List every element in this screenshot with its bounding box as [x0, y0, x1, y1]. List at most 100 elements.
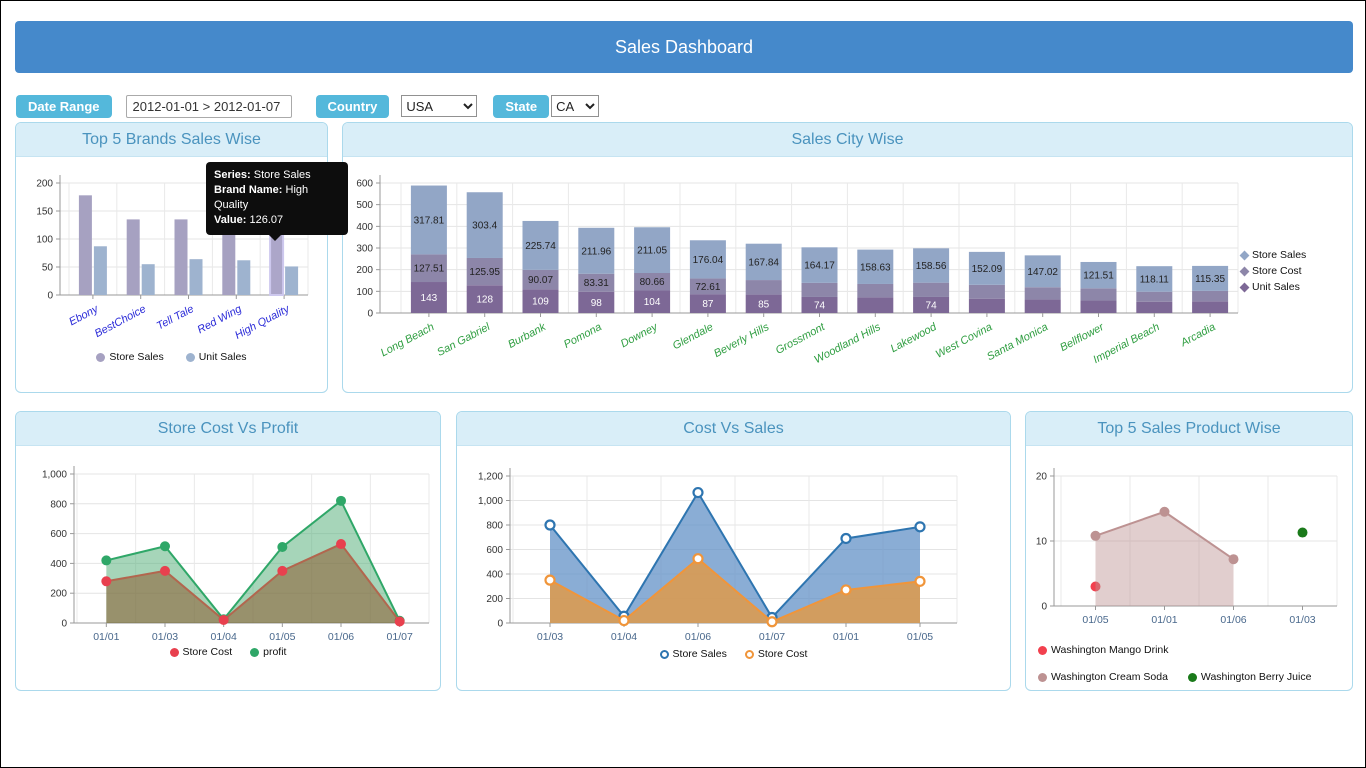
svg-text:Beverly Hills: Beverly Hills: [712, 321, 772, 360]
country-button[interactable]: Country: [316, 95, 390, 118]
cities-legend: Store SalesStore CostUnit Sales: [1241, 245, 1306, 297]
svg-text:Bellflower: Bellflower: [1058, 320, 1107, 354]
svg-text:400: 400: [50, 559, 67, 570]
svg-text:200: 200: [356, 265, 373, 276]
svg-text:152.09: 152.09: [972, 264, 1003, 275]
svg-text:125.95: 125.95: [469, 267, 500, 278]
svg-text:98: 98: [591, 298, 603, 309]
app-header: Sales Dashboard: [15, 21, 1353, 73]
panel-products-title: Top 5 Sales Product Wise: [1026, 412, 1352, 446]
svg-text:1,000: 1,000: [478, 496, 503, 507]
products-chart[interactable]: 0102001/0501/0101/0601/03: [1026, 446, 1352, 633]
svg-text:303.4: 303.4: [472, 221, 497, 232]
panel-cities: Sales City Wise 0100200300400500600Long …: [342, 122, 1353, 393]
svg-text:1,200: 1,200: [478, 472, 503, 483]
svg-text:01/05: 01/05: [1082, 614, 1108, 626]
tooltip-series-line: Series: Store Sales: [214, 168, 340, 183]
legend-item: Store Cost: [745, 648, 808, 660]
svg-text:01/05: 01/05: [907, 631, 933, 643]
svg-text:01/06: 01/06: [685, 631, 711, 643]
svg-text:600: 600: [356, 179, 373, 190]
svg-text:164.17: 164.17: [804, 261, 835, 272]
svg-text:100: 100: [36, 235, 53, 246]
page-title: Sales Dashboard: [615, 37, 753, 58]
svg-text:147.02: 147.02: [1027, 267, 1058, 278]
svg-text:Burbank: Burbank: [506, 321, 548, 351]
svg-text:74: 74: [814, 300, 826, 311]
svg-text:128: 128: [476, 295, 493, 306]
legend-item: Store Cost: [1241, 265, 1306, 277]
svg-text:Long Beach: Long Beach: [379, 321, 436, 359]
panel-cost-profit: Store Cost Vs Profit 02004006008001,0000…: [15, 411, 441, 691]
svg-text:01/06: 01/06: [328, 631, 354, 643]
svg-text:0: 0: [1041, 602, 1047, 613]
svg-text:San Gabriel: San Gabriel: [435, 321, 492, 359]
date-range-input[interactable]: [126, 95, 292, 118]
cities-chart[interactable]: 0100200300400500600Long BeachSan Gabriel…: [343, 157, 1351, 380]
svg-text:01/04: 01/04: [211, 631, 237, 643]
svg-text:Tell Tale: Tell Tale: [155, 303, 196, 332]
svg-text:01/01: 01/01: [1151, 614, 1177, 626]
svg-text:Pomona: Pomona: [562, 321, 604, 351]
svg-text:74: 74: [926, 300, 938, 311]
svg-text:211.96: 211.96: [581, 246, 611, 257]
svg-text:87: 87: [702, 299, 714, 310]
svg-text:Arcadia: Arcadia: [1178, 321, 1217, 350]
svg-text:01/04: 01/04: [611, 631, 637, 643]
svg-text:01/06: 01/06: [1220, 614, 1246, 626]
svg-text:01/03: 01/03: [537, 631, 563, 643]
svg-text:158.63: 158.63: [860, 262, 891, 273]
tooltip-value-line: Value: 126.07: [214, 213, 340, 228]
svg-text:Glendale: Glendale: [671, 321, 716, 352]
svg-text:BestChoice: BestChoice: [93, 303, 148, 340]
svg-text:01/01: 01/01: [93, 631, 119, 643]
state-button[interactable]: State: [493, 95, 549, 118]
svg-text:1,000: 1,000: [42, 470, 67, 481]
svg-text:115.35: 115.35: [1195, 274, 1225, 285]
svg-text:225.74: 225.74: [525, 241, 556, 252]
products-legend-row2: Washington Cream SodaWashington Berry Ju…: [1038, 671, 1311, 683]
svg-text:Santa Monica: Santa Monica: [985, 321, 1050, 363]
legend-item: Washington Berry Juice: [1188, 671, 1312, 683]
svg-text:50: 50: [42, 263, 54, 274]
brands-legend: Store SalesUnit Sales: [16, 351, 327, 363]
legend-item: Store Sales: [660, 648, 727, 660]
svg-text:158.56: 158.56: [916, 261, 947, 272]
svg-text:20: 20: [1036, 472, 1048, 483]
panel-cost-profit-title: Store Cost Vs Profit: [16, 412, 440, 446]
svg-text:85: 85: [758, 299, 770, 310]
svg-text:0: 0: [497, 619, 503, 630]
svg-text:600: 600: [50, 529, 67, 540]
cost-profit-legend: Store Costprofit: [16, 646, 440, 658]
state-select[interactable]: CA: [551, 95, 599, 117]
dashboard-screen: Sales Dashboard Date Range Country USA S…: [0, 0, 1366, 768]
svg-text:500: 500: [356, 200, 373, 211]
svg-text:0: 0: [47, 291, 53, 302]
svg-text:90.07: 90.07: [528, 275, 553, 286]
country-select[interactable]: USA: [401, 95, 477, 117]
panel-cities-title: Sales City Wise: [343, 123, 1352, 157]
panel-cost-sales: Cost Vs Sales 02004006008001,0001,20001/…: [456, 411, 1011, 691]
svg-text:150: 150: [36, 207, 53, 218]
svg-text:127.51: 127.51: [414, 264, 445, 275]
cost-profit-chart[interactable]: 02004006008001,00001/0101/0301/0401/0501…: [16, 446, 440, 651]
products-legend-row1: Washington Mango Drink: [1038, 644, 1169, 658]
panel-brands-title: Top 5 Brands Sales Wise: [16, 123, 327, 157]
legend-item: Store Cost: [170, 646, 233, 658]
date-range-button[interactable]: Date Range: [16, 95, 112, 118]
svg-text:300: 300: [356, 244, 373, 255]
svg-text:800: 800: [50, 499, 67, 510]
svg-text:317.81: 317.81: [414, 215, 445, 226]
svg-text:109: 109: [532, 297, 549, 308]
svg-text:100: 100: [356, 287, 373, 298]
svg-text:01/01: 01/01: [833, 631, 859, 643]
svg-text:High Quality: High Quality: [233, 302, 293, 341]
svg-text:200: 200: [36, 179, 53, 190]
cost-sales-chart[interactable]: 02004006008001,0001,20001/0301/0401/0601…: [457, 446, 1010, 651]
legend-item: Washington Mango Drink: [1038, 644, 1169, 656]
svg-text:104: 104: [644, 297, 661, 308]
svg-text:01/05: 01/05: [269, 631, 295, 643]
svg-text:01/07: 01/07: [387, 631, 413, 643]
legend-item: Unit Sales: [186, 351, 247, 363]
chart-tooltip: Series: Store Sales Brand Name: High Qua…: [206, 162, 348, 235]
